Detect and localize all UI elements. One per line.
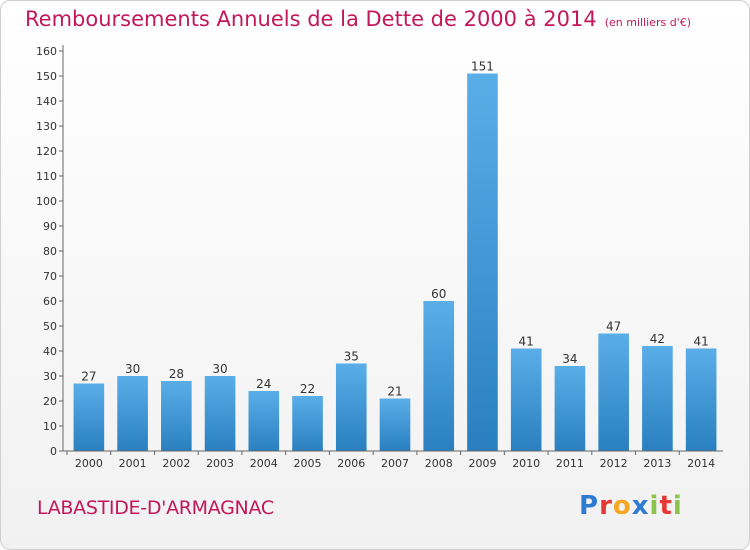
bar-2005 <box>292 396 323 451</box>
y-tick-label: 130 <box>36 120 57 133</box>
y-tick-label: 100 <box>36 195 57 208</box>
y-tick-label: 150 <box>36 70 57 83</box>
y-tick-label: 120 <box>36 145 57 158</box>
x-tick-label: 2011 <box>556 457 584 470</box>
chart-title-text: Remboursements Annuels de la Dette de 20… <box>25 7 597 31</box>
y-tick-label: 160 <box>36 45 57 58</box>
logo-letter: t <box>659 491 673 521</box>
y-axis: 0 10 20 30 40 50 60 70 80 90 100 110 120 130 140 150 160 <box>36 45 64 458</box>
x-tick-label: 2009 <box>468 457 496 470</box>
bars: 27 30 28 30 24 22 35 21 60 151 41 34 47 42 41 <box>73 60 717 451</box>
logo-letter: i <box>649 491 660 521</box>
y-tick-label: 70 <box>43 270 57 283</box>
proxiti-logo[interactable]: Proxiti <box>579 491 683 521</box>
y-tick-label: 110 <box>36 170 57 183</box>
x-tick-label: 2007 <box>381 457 409 470</box>
chart-title: Remboursements Annuels de la Dette de 20… <box>25 7 691 31</box>
x-tick-label: 2001 <box>119 457 147 470</box>
x-tick-label: 2014 <box>687 457 715 470</box>
bar-value-label: 22 <box>300 382 315 396</box>
bar-value-label: 41 <box>693 335 708 349</box>
bar-chart: 0 10 20 30 40 50 60 70 80 90 100 110 120 130 140 150 160… <box>36 45 723 470</box>
bar-value-label: 60 <box>431 287 446 301</box>
city-name: LABASTIDE-D'ARMAGNAC <box>37 497 274 519</box>
bar-2002 <box>161 381 192 451</box>
bar-2003 <box>204 376 236 451</box>
x-tick-label: 2006 <box>337 457 365 470</box>
bar-2004 <box>248 391 280 451</box>
logo-letter: o <box>612 491 632 521</box>
y-tick-label: 60 <box>43 295 57 308</box>
x-axis: 2000 2001 2002 2003 2004 2005 2006 2007 2008 2009… <box>63 450 723 470</box>
x-tick-label: 2013 <box>643 457 671 470</box>
bar-value-label: 47 <box>606 320 621 334</box>
bar-value-label: 21 <box>387 385 402 399</box>
y-tick-label: 50 <box>43 320 57 333</box>
y-tick-label: 30 <box>43 370 57 383</box>
bar-value-label: 41 <box>519 335 534 349</box>
logo-letter: P <box>579 491 600 521</box>
x-tick-label: 2005 <box>294 457 322 470</box>
bar-2013 <box>642 346 673 451</box>
x-tick-label: 2000 <box>75 457 103 470</box>
logo-letter: r <box>599 491 613 521</box>
logo-letter: i <box>672 491 683 521</box>
logo-letter: x <box>631 491 650 521</box>
y-tick-label: 20 <box>43 395 57 408</box>
x-tick-label: 2002 <box>162 457 190 470</box>
bar-value-label: 27 <box>81 370 96 384</box>
x-tick-label: 2008 <box>425 457 453 470</box>
bar-value-label: 28 <box>169 367 184 381</box>
bar-value-label: 151 <box>471 60 494 74</box>
bar-2010 <box>510 348 542 451</box>
bar-2000 <box>73 383 105 451</box>
bar-value-label: 30 <box>125 362 140 376</box>
y-tick-label: 90 <box>43 220 57 233</box>
y-tick-label: 40 <box>43 345 57 358</box>
y-tick-label: 140 <box>36 95 57 108</box>
bar-2014 <box>685 348 717 451</box>
bar-2007 <box>379 398 411 451</box>
y-tick-label: 80 <box>43 245 57 258</box>
bar-2011 <box>554 366 586 451</box>
bar-2006 <box>335 363 367 451</box>
bar-2008 <box>423 301 455 451</box>
x-tick-label: 2012 <box>600 457 628 470</box>
y-tick-label: 0 <box>50 445 57 458</box>
bar-value-label: 42 <box>650 332 665 346</box>
bar-2001 <box>117 376 148 451</box>
x-tick-label: 2003 <box>206 457 234 470</box>
bar-value-label: 30 <box>212 362 227 376</box>
bar-2012 <box>598 333 629 451</box>
y-tick-label: 10 <box>43 420 57 433</box>
bar-value-label: 24 <box>256 377 271 391</box>
x-tick-label: 2004 <box>250 457 278 470</box>
x-tick-label: 2010 <box>512 457 540 470</box>
bar-2009 <box>467 73 498 451</box>
bar-value-label: 34 <box>562 352 577 366</box>
chart-unit: (en milliers d'€) <box>604 16 691 29</box>
bar-value-label: 35 <box>344 350 359 364</box>
